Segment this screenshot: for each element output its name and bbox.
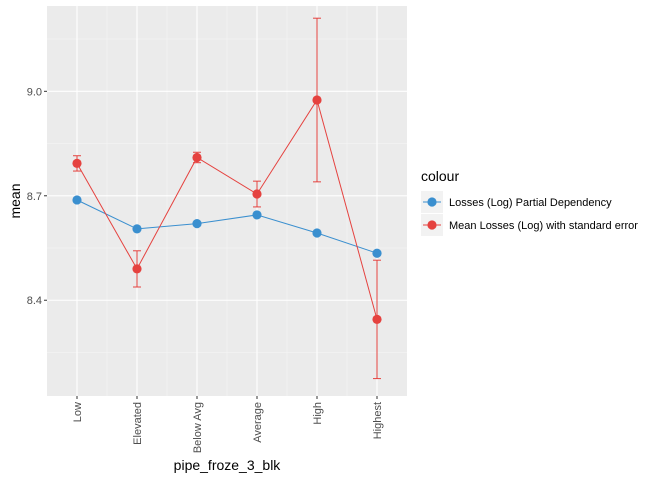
x-tick-label: Low	[72, 402, 84, 422]
series-layer	[72, 17, 382, 380]
x-tick-label: High	[312, 402, 324, 425]
x-axis: Low Elevated Below Avg Average High Highest	[72, 396, 384, 453]
legend-item: Mean Losses (Log) with standard error	[421, 214, 638, 236]
data-point	[312, 95, 322, 105]
x-tick-label: Average	[252, 402, 264, 443]
data-point	[372, 314, 382, 324]
y-tick-label: 8.7	[27, 191, 42, 203]
x-tick-label: Highest	[372, 402, 384, 439]
legend-key-point	[427, 197, 437, 207]
legend: colour Losses (Log) Partial Dependency Me…	[421, 168, 638, 236]
data-point	[72, 158, 82, 168]
data-point	[132, 224, 142, 234]
y-axis-title: mean	[7, 183, 23, 218]
data-point	[252, 210, 262, 220]
data-point	[192, 219, 202, 229]
data-point	[372, 248, 382, 258]
legend-key-point	[427, 220, 437, 230]
data-point	[132, 264, 142, 274]
series-line	[76, 199, 378, 254]
legend-item: Losses (Log) Partial Dependency	[421, 191, 612, 213]
legend-label: Mean Losses (Log) with standard error	[449, 220, 638, 232]
x-axis-title: pipe_froze_3_blk	[174, 457, 282, 473]
data-point	[312, 228, 322, 238]
y-tick-label: 9.0	[27, 86, 42, 98]
legend-label: Losses (Log) Partial Dependency	[449, 197, 612, 209]
legend-title: colour	[421, 168, 459, 184]
y-tick-label: 8.4	[27, 295, 42, 307]
series-1	[72, 195, 382, 258]
grid-lines	[47, 6, 407, 396]
series-2	[72, 17, 382, 380]
data-point	[192, 152, 202, 163]
y-axis: 8.4 8.7 9.0	[27, 86, 47, 307]
x-tick-label: Below Avg	[192, 402, 204, 453]
data-point	[252, 189, 262, 199]
data-point	[72, 195, 82, 205]
series-line	[76, 98, 378, 320]
x-tick-label: Elevated	[132, 402, 144, 445]
